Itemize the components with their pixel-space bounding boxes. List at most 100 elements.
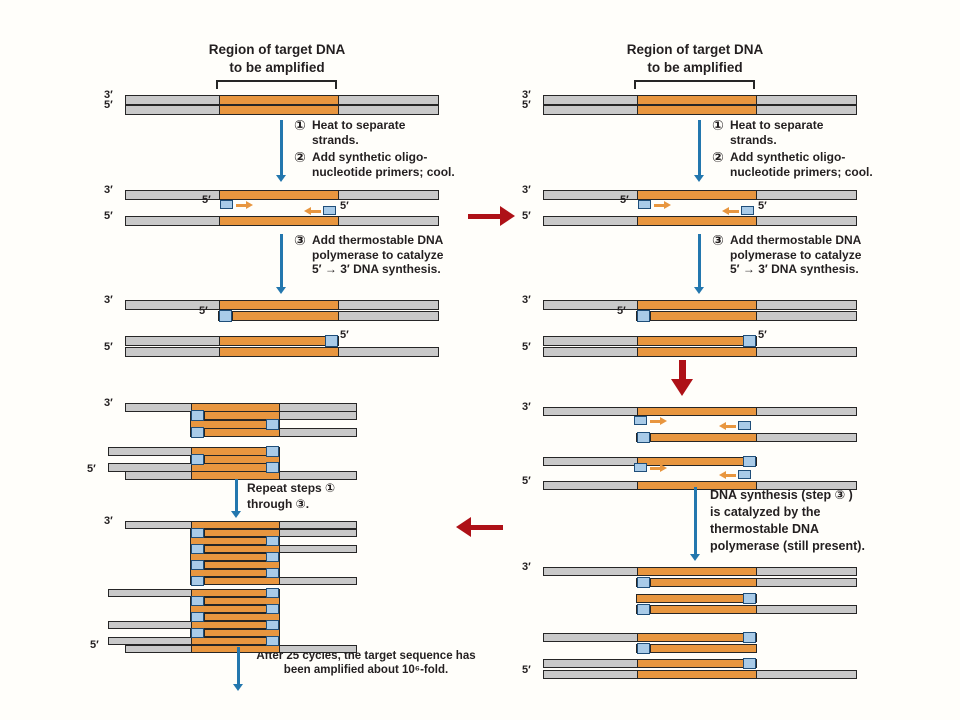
- dna-strand: [190, 568, 280, 578]
- strand-end-label: 3′: [104, 397, 113, 409]
- target-region-segment: [204, 630, 279, 636]
- right-steps-1-2: ① Heat to separate strands. ② Add synthe…: [712, 118, 902, 183]
- primer-segment: [266, 446, 279, 457]
- backbone-segment: [544, 458, 637, 465]
- primer-segment: [266, 552, 279, 562]
- dna-strand: [543, 216, 857, 226]
- strand-end-label: 3′: [104, 184, 113, 196]
- target-region-segment: [191, 622, 266, 628]
- target-region-segment: [204, 614, 279, 620]
- primer-direction-arrow-icon: [654, 201, 671, 209]
- backbone-segment: [756, 606, 856, 613]
- backbone-segment: [544, 660, 637, 667]
- strand-end-label: 3′: [522, 561, 531, 573]
- dna-strand: [543, 567, 857, 576]
- primer-direction-arrow-icon: [719, 471, 736, 479]
- target-region-segment: [204, 562, 279, 568]
- target-region-segment: [191, 464, 266, 471]
- process-step-arrow-icon: [276, 234, 286, 294]
- backbone-segment: [544, 634, 637, 641]
- primer-box: [638, 200, 651, 209]
- dna-strand: [190, 612, 280, 622]
- backbone-segment: [338, 96, 438, 104]
- target-region-segment: [191, 472, 279, 479]
- strand-end-label: 3′: [522, 401, 531, 413]
- dna-strand: [125, 347, 439, 357]
- backbone-segment: [544, 301, 637, 309]
- strand-end-label: 5′: [620, 194, 629, 206]
- backbone-segment: [338, 106, 438, 114]
- target-region-segment: [204, 530, 279, 536]
- primer-segment: [191, 576, 204, 586]
- dna-strand: [636, 604, 857, 615]
- backbone-segment: [338, 312, 438, 320]
- primer-box: [220, 200, 233, 209]
- primer-segment: [266, 419, 279, 430]
- target-region-segment: [219, 348, 338, 356]
- backbone-segment: [126, 106, 219, 114]
- target-region-segment: [219, 337, 325, 345]
- backbone-segment: [756, 312, 856, 320]
- strand-end-label: 5′: [340, 200, 349, 212]
- backbone-segment: [544, 217, 637, 225]
- strand-end-label: 3′: [522, 184, 531, 196]
- primer-box: [634, 416, 647, 425]
- backbone-segment: [279, 404, 356, 411]
- dna-strand: [125, 95, 439, 105]
- primer-segment: [743, 456, 756, 467]
- dna-strand: [218, 310, 439, 322]
- target-region-segment: [219, 106, 338, 114]
- right-target-region-title: Region of target DNA to be amplified: [626, 42, 764, 75]
- primer-segment: [743, 632, 756, 643]
- arrow-shaft: [279, 120, 283, 175]
- primer-box: [738, 470, 751, 479]
- arrow-head: [719, 422, 726, 430]
- backbone-segment: [544, 482, 637, 489]
- strand-end-label: 5′: [522, 475, 531, 487]
- primer-box: [738, 421, 751, 430]
- primer-direction-arrow-icon: [304, 207, 321, 215]
- process-step-arrow-icon: [694, 120, 704, 182]
- target-region-segment: [650, 579, 756, 586]
- target-region-segment: [232, 312, 338, 320]
- target-region-segment: [191, 638, 266, 644]
- backbone-segment: [338, 348, 438, 356]
- dna-strand: [543, 407, 857, 416]
- dna-strand: [190, 576, 357, 586]
- step-3-text: Add thermostable DNA polymerase to catal…: [312, 233, 444, 277]
- target-region-segment: [204, 412, 279, 419]
- arrow-head: [233, 684, 243, 691]
- backbone-segment: [279, 530, 356, 536]
- step-1: ① Heat to separate strands.: [712, 118, 902, 147]
- arrow-head: [690, 554, 700, 561]
- primer-segment: [743, 658, 756, 669]
- backbone-segment: [756, 671, 856, 678]
- target-region-segment: [637, 337, 743, 345]
- backbone-segment: [756, 96, 856, 104]
- target-region-segment: [637, 348, 756, 356]
- target-region-segment: [191, 448, 266, 455]
- dna-strand: [125, 645, 357, 653]
- dna-strand: [543, 670, 857, 679]
- primer-segment: [743, 335, 756, 347]
- strand-end-label: 5′: [522, 210, 531, 222]
- step-1-text: Heat to separate strands.: [312, 118, 406, 147]
- backbone-segment: [126, 301, 219, 309]
- backbone-segment: [279, 522, 356, 528]
- strand-end-label: 5′: [340, 329, 349, 341]
- primer-segment: [743, 593, 756, 604]
- target-region-segment: [191, 421, 266, 428]
- arrow-head: [246, 201, 253, 209]
- step-2-text: Add synthetic oligo- nucleotide primers;…: [730, 150, 873, 179]
- target-region-segment: [637, 660, 743, 667]
- strand-end-label: 5′: [104, 99, 113, 111]
- backbone-segment: [126, 217, 219, 225]
- backbone-segment: [756, 568, 856, 575]
- dna-strand: [190, 560, 280, 570]
- arrow-head: [722, 207, 729, 215]
- backbone-segment: [756, 301, 856, 309]
- step-2: ② Add synthetic oligo- nucleotide primer…: [294, 150, 484, 179]
- arrow-shaft: [697, 120, 701, 175]
- primer-box: [741, 206, 754, 215]
- strand-end-label: 5′: [522, 341, 531, 353]
